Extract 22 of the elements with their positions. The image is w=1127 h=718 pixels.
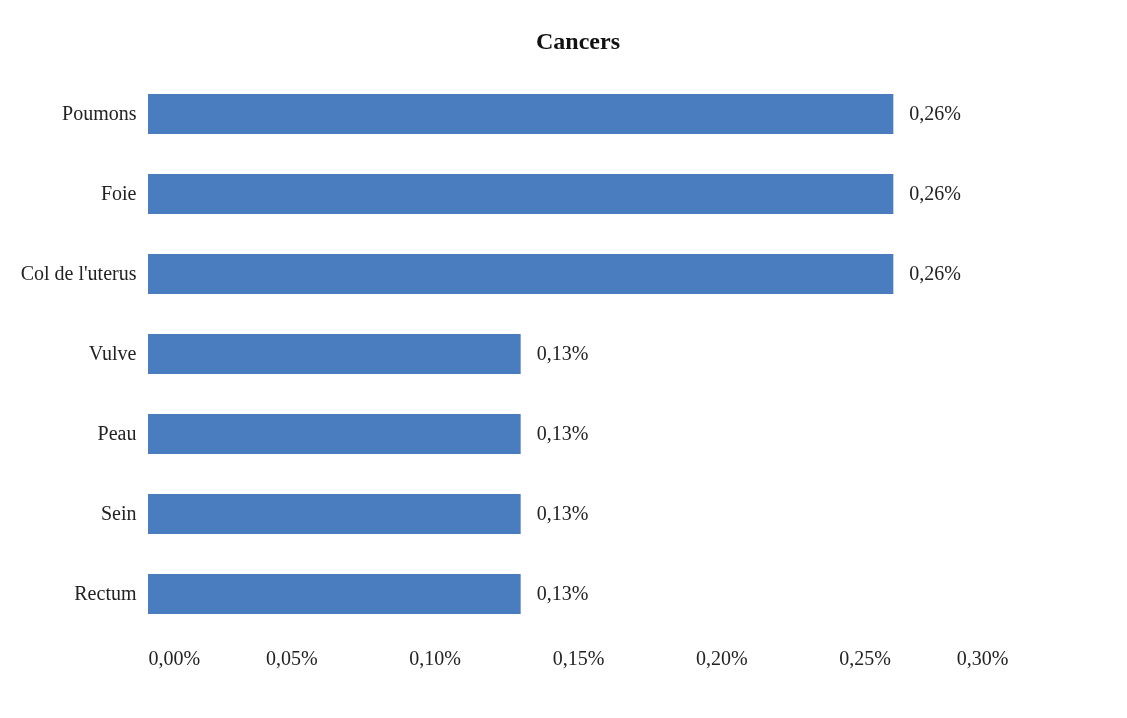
data-label: 0,26% [909,182,962,204]
data-label: 0,26% [909,262,962,284]
data-label: 0,13% [536,422,589,444]
y-tick-label: Poumons [62,102,137,124]
y-tick-label: Sein [100,502,137,524]
y-tick-label: Vulve [88,342,137,364]
data-label: 0,13% [536,582,589,604]
x-tick-label: 0,30% [956,646,1009,669]
data-label: 0,26% [909,102,962,124]
x-tick-label: 0,15% [552,646,605,669]
x-tick-label: 0,25% [839,646,891,669]
y-tick-label: Peau [97,422,137,444]
y-tick-label: Rectum [74,582,137,604]
data-label: 0,13% [536,502,589,524]
x-tick-label: 0,20% [696,646,748,669]
x-tick-label: 0,10% [409,646,461,669]
y-tick-label: Col de l'uterus [20,262,137,284]
y-tick-label: Foie [100,182,137,204]
x-tick-label: 0,00% [148,646,201,669]
chart-title: Cancers [536,28,620,54]
x-tick-label: 0,05% [266,646,318,669]
data-label: 0,13% [536,342,589,364]
